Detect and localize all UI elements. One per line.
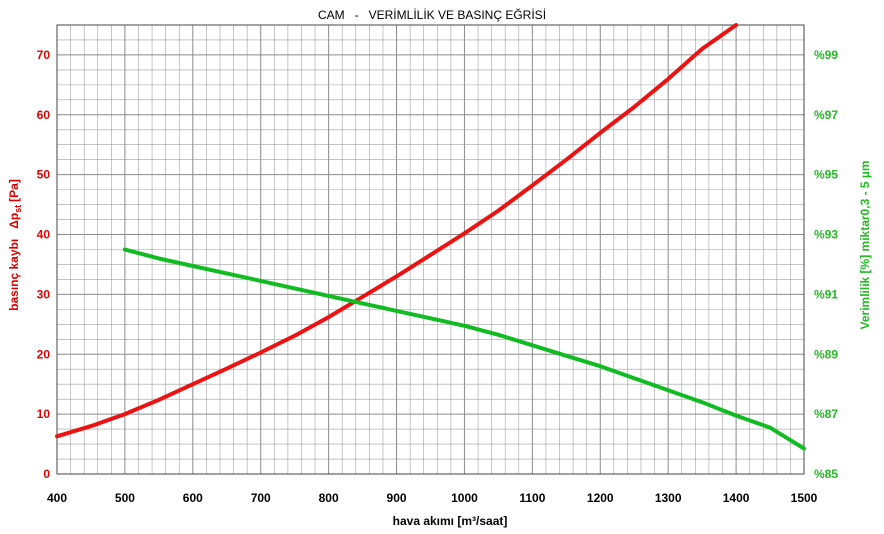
- y-left-tick-label: 60: [37, 108, 51, 122]
- chart-title: CAM - VERİMLİLİK VE BASINÇ EĞRİSİ: [318, 7, 546, 22]
- y-right-tick-label: %93: [814, 228, 838, 242]
- x-tick-label: 700: [251, 491, 271, 505]
- plot-frame: [56, 24, 805, 475]
- x-tick-label: 900: [387, 491, 407, 505]
- x-tick-label: 400: [47, 491, 67, 505]
- y-right-tick-label: %95: [814, 168, 838, 182]
- y-left-tick-label: 40: [37, 228, 51, 242]
- pressure-loss-line: [55, 23, 739, 439]
- grid: [57, 25, 804, 474]
- x-tick-label: 500: [115, 491, 135, 505]
- y-right-tick-label: %85: [814, 467, 838, 481]
- x-tick-label: 800: [319, 491, 339, 505]
- y-left-tick-label: 30: [37, 287, 51, 301]
- x-axis-label: hava akımı [m³/saat]: [393, 514, 508, 528]
- y-right-axis-label: Verimlilik [%] miktar0,3 - 5 µm: [858, 161, 872, 330]
- y-right-tick-label: %89: [814, 347, 838, 361]
- x-tick-label: 1300: [655, 491, 682, 505]
- y-left-axis-label: basınç kaybı Δpst [Pa]: [7, 179, 23, 311]
- series-layer: [55, 23, 806, 451]
- y-left-tick-label: 0: [43, 467, 50, 481]
- y-left-tick-label: 20: [37, 347, 51, 361]
- x-tick-label: 1000: [451, 491, 478, 505]
- y-right-tick-label: %87: [814, 407, 838, 421]
- tick-layer: 400 500 600 700 800 900 1000 1100 1200 1300 1400 15…: [37, 48, 839, 505]
- y-right-tick-label: %97: [814, 108, 838, 122]
- y-left-label-main: basınç kaybı Δp: [7, 213, 21, 311]
- y-left-label-unit: [Pa]: [7, 179, 21, 202]
- x-tick-label: 1400: [723, 491, 750, 505]
- x-tick-label: 1200: [587, 491, 614, 505]
- y-left-label-subscript: st: [13, 205, 23, 213]
- x-tick-label: 600: [183, 491, 203, 505]
- x-tick-label: 1500: [791, 491, 818, 505]
- y-left-tick-label: 50: [37, 168, 51, 182]
- x-tick-label: 1100: [519, 491, 545, 505]
- y-left-tick-label: 70: [37, 48, 51, 62]
- y-right-tick-label: %99: [814, 48, 838, 62]
- y-right-tick-label: %91: [814, 287, 838, 301]
- efficiency-line: [122, 247, 806, 451]
- y-left-tick-label: 10: [37, 407, 51, 421]
